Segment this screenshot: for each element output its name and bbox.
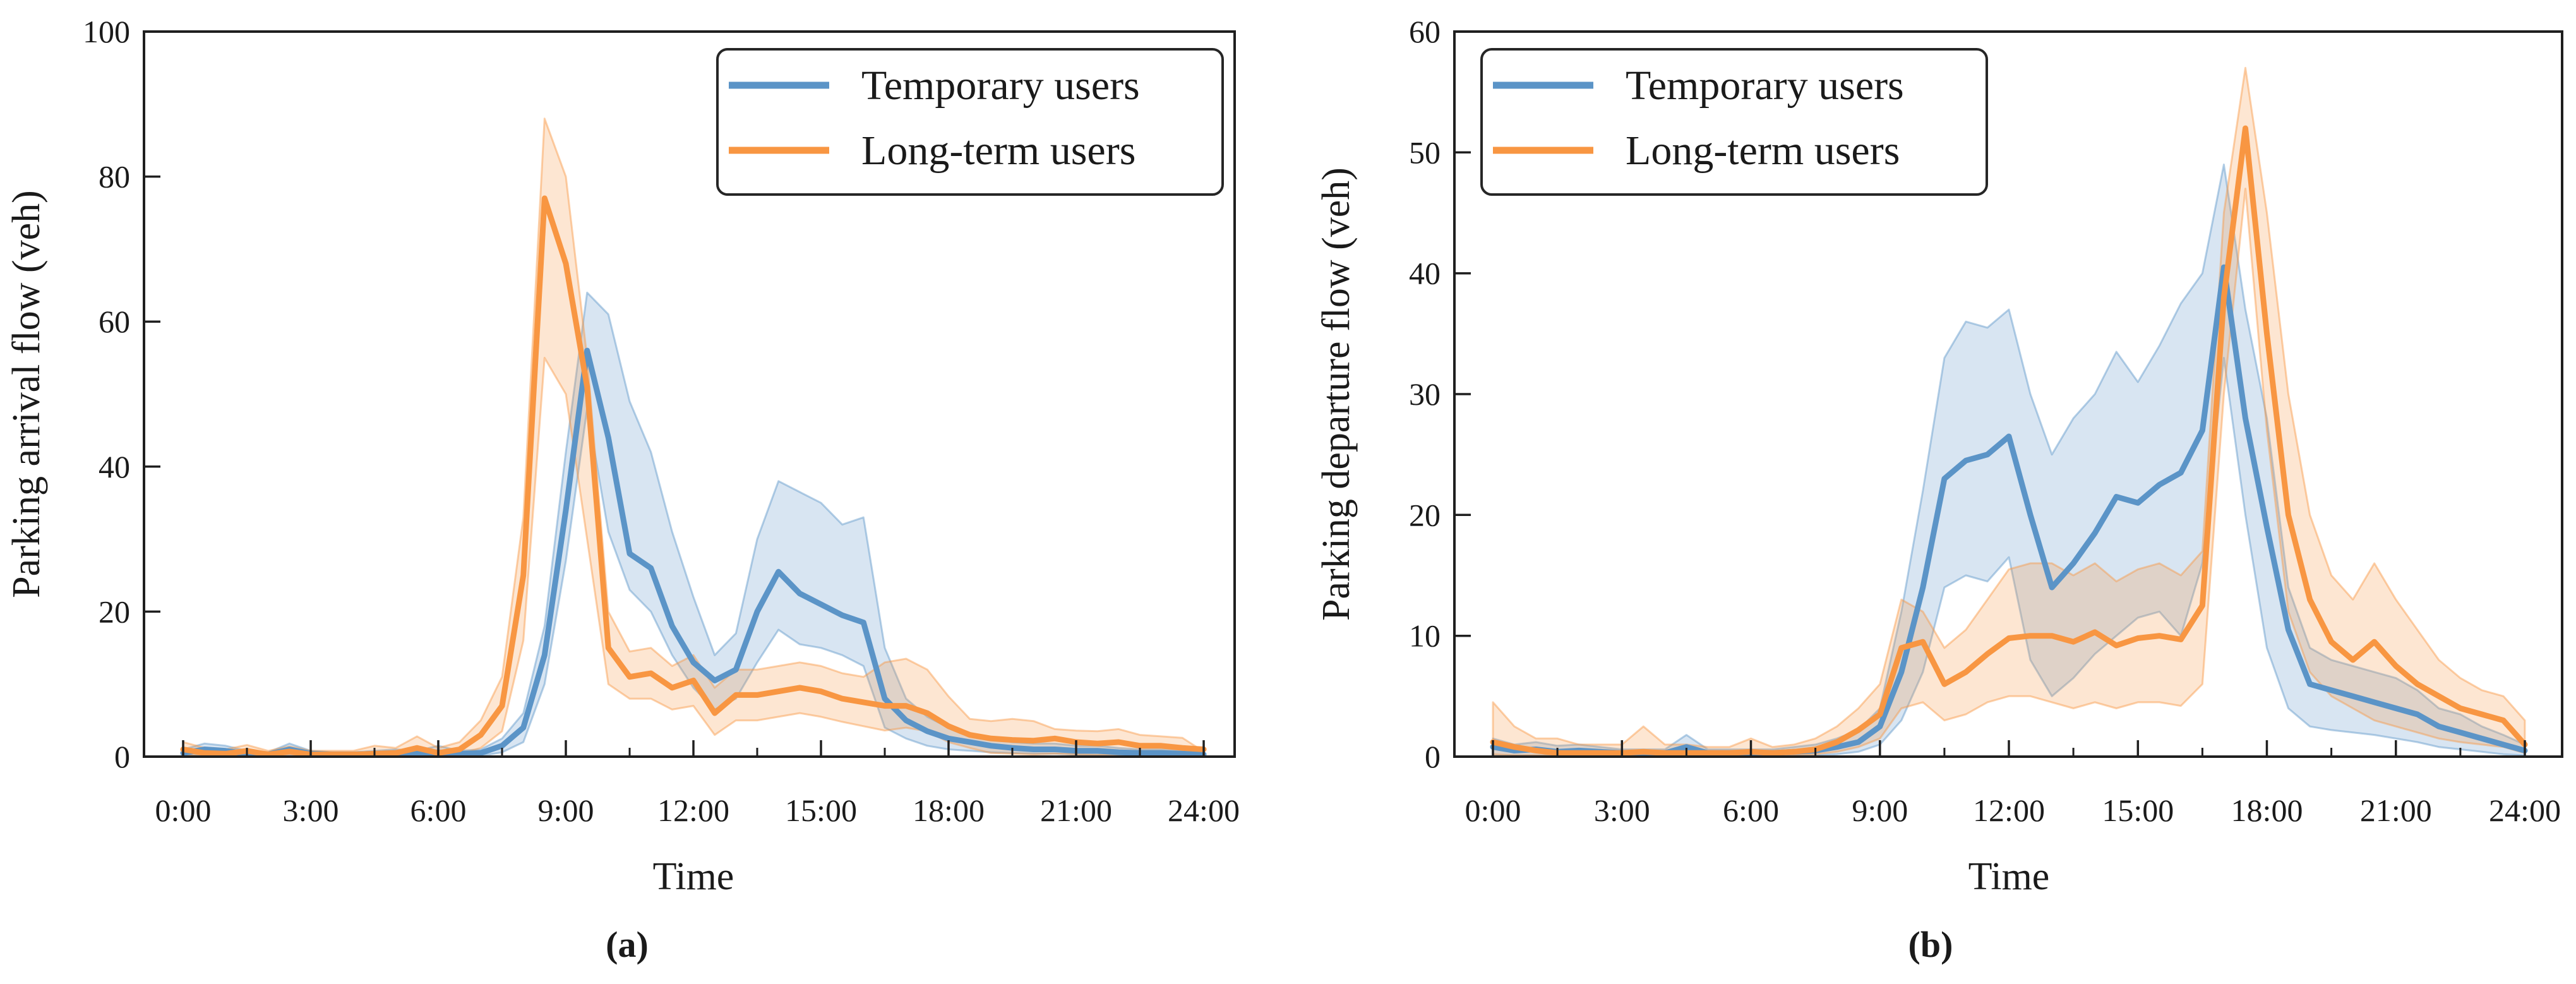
legend-a: Temporary users Long-term users: [716, 48, 1224, 196]
chart-a-y-tick-label: 80: [99, 159, 130, 195]
legend-a-label-temporary: Temporary users: [861, 63, 1140, 109]
chart-a-x-tick-label: 21:00: [1040, 793, 1112, 828]
legend-a-box: [716, 48, 1224, 196]
chart-b-y-tick-label: 30: [1409, 376, 1441, 412]
chart-b-plot-area: 0:00 3:00 6:00 9:00 12:00 15:00 18:00 21:00 24:0…: [1409, 14, 2563, 828]
chart-b-x-tick-label: 3:00: [1594, 793, 1650, 828]
chart-b-x-tick-label: 18:00: [2231, 793, 2303, 828]
legend-b-label-temporary: Temporary users: [1626, 63, 1904, 109]
chart-a-x-tick-label: 12:00: [657, 793, 729, 828]
chart-a-x-tick-label: 0:00: [155, 793, 212, 828]
x-axis-label-time-b: Time: [1968, 855, 2050, 898]
chart-a-y-tick-label: 100: [83, 14, 130, 49]
legend-b-box: [1480, 48, 1988, 196]
chart-b-y-tick-label: 10: [1409, 618, 1441, 654]
chart-a-y-tick-label: 20: [99, 594, 130, 629]
chart-b-y-tick-label: 40: [1409, 256, 1441, 291]
y-axis-label-departure: Parking departure flow (veh): [1315, 167, 1358, 621]
legend-b: Temporary users Long-term users: [1480, 48, 1988, 196]
caption-b: (b): [1908, 924, 1953, 965]
legend-b-label-long-term: Long-term users: [1626, 128, 1900, 174]
chart-b-y-tick-label: 50: [1409, 135, 1441, 170]
chart-a-y-tick-label: 60: [99, 304, 130, 339]
chart-a-x-tick-label: 6:00: [410, 793, 467, 828]
chart-a-x-tick-label: 18:00: [913, 793, 985, 828]
chart-a-x-tick-label: 15:00: [785, 793, 857, 828]
chart-b-x-tick-label: 9:00: [1852, 793, 1908, 828]
y-axis-label-arrival: Parking arrival flow (veh): [5, 190, 48, 598]
chart-a-x-tick-label: 9:00: [538, 793, 594, 828]
chart-a-y-tick-label: 0: [114, 739, 130, 774]
legend-a-label-long-term: Long-term users: [861, 128, 1135, 174]
chart-a-frame: [143, 30, 1236, 758]
chart-b-x-tick-label: 6:00: [1723, 793, 1779, 828]
chart-b-x-tick-label: 21:00: [2360, 793, 2432, 828]
chart-b-y-tick-label: 20: [1409, 497, 1441, 532]
chart-b-x-tick-label: 24:00: [2489, 793, 2561, 828]
x-axis-label-time-a: Time: [653, 855, 734, 898]
chart-b-line-long-term-users: [1490, 125, 2528, 756]
chart-b-y-tick-label: 60: [1409, 14, 1441, 49]
chart-b-x-tick-label: 12:00: [1973, 793, 2045, 828]
caption-a: (a): [606, 924, 649, 965]
chart-b-x-tick-label: 0:00: [1465, 793, 1521, 828]
chart-a-x-tick-label: 24:00: [1168, 793, 1240, 828]
chart-a-plot-area: 0:00 3:00 6:00 9:00 12:00 15:00 18:00 21:00 24:0…: [83, 14, 1240, 828]
chart-b-y-tick-label: 0: [1425, 739, 1441, 774]
chart-a-y-tick-label: 40: [99, 449, 130, 484]
chart-a-line-long-term-users: [180, 195, 1207, 758]
chart-a-x-tick-label: 3:00: [283, 793, 339, 828]
chart-b-x-tick-label: 15:00: [2102, 793, 2174, 828]
